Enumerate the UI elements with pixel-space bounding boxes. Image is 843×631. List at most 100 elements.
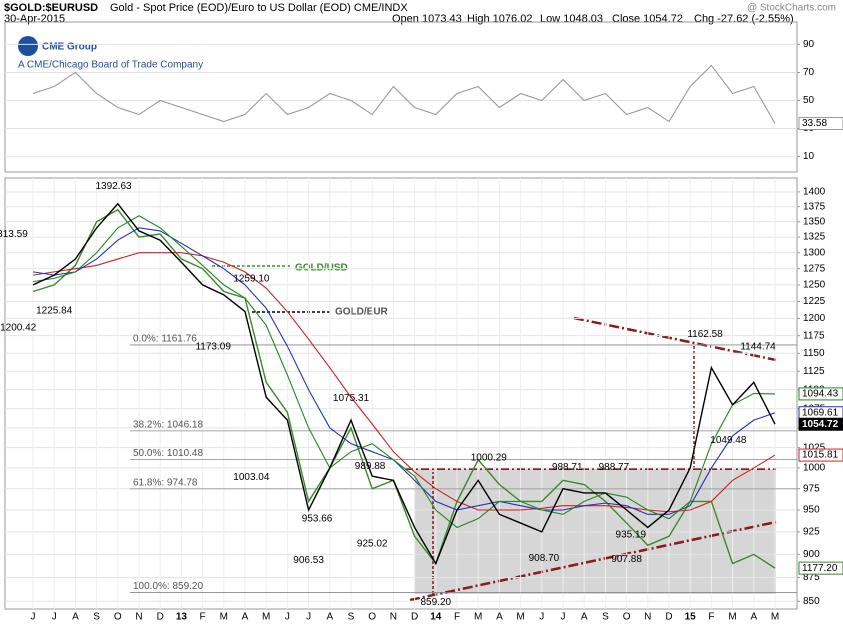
- y-tick-label: 1275: [803, 263, 826, 274]
- credit: @ StockCharts.com: [747, 3, 836, 14]
- y-tick-label: 850: [803, 596, 820, 607]
- low: Low 1048.03: [540, 13, 603, 25]
- x-tick-label: F: [708, 612, 714, 623]
- y-tick-label: 10: [803, 151, 815, 162]
- annotation: 1000.29: [471, 452, 508, 463]
- x-tick-label: A: [72, 612, 79, 623]
- y-tick-label: 1150: [803, 348, 825, 359]
- x-tick-label: J: [285, 612, 290, 623]
- annotation: 1173.09: [195, 342, 231, 353]
- price-tag: [798, 417, 843, 431]
- x-tick-label: O: [114, 612, 122, 623]
- x-tick-label: A: [581, 612, 588, 623]
- price-panel: [4, 177, 798, 610]
- y-tick-label: 900: [803, 549, 820, 560]
- x-tick-label: J: [561, 612, 566, 623]
- logo-subtext: A CME/Chicago Board of Trade Company: [18, 60, 203, 71]
- y-tick-label: 875: [803, 572, 820, 583]
- x-tick-label: O: [368, 612, 376, 623]
- x-tick-label: D: [411, 612, 418, 623]
- y-tick-label: 1200: [803, 313, 826, 324]
- x-tick-label: F: [454, 612, 460, 623]
- x-tick-label: N: [135, 612, 142, 623]
- y-tick-label: 1325: [803, 232, 826, 243]
- x-tick-label: S: [93, 612, 100, 623]
- x-tick-label: D: [665, 612, 672, 623]
- annotation: 988.71: [552, 462, 583, 473]
- x-tick-label: J: [539, 612, 544, 623]
- logo: CME Group A CME/Chicago Board of Trade C…: [18, 36, 203, 71]
- x-tick-label: J: [31, 612, 36, 623]
- y-tick-label: 925: [803, 527, 820, 538]
- annotation: 1200.42: [0, 323, 37, 334]
- x-tick-label: D: [157, 612, 164, 623]
- x-tick-label: F: [200, 612, 206, 623]
- fib-label: 50.0%: 1010.48: [133, 448, 203, 459]
- x-tick-label: M: [262, 612, 270, 623]
- y-tick-label: 1225: [803, 296, 826, 307]
- callout: GOLD/USD: [295, 263, 348, 274]
- x-tick-label: M: [771, 612, 779, 623]
- x-tick-label: N: [644, 612, 651, 623]
- fib-label: 38.2%: 1046.18: [133, 420, 203, 431]
- high: High 1076.02: [467, 13, 532, 25]
- price-tag-label: 1015.81: [802, 450, 839, 461]
- annotation: 925.02: [357, 539, 388, 550]
- x-tick-label: 14: [430, 612, 442, 623]
- price-line: [32, 64, 776, 124]
- annotation: 908.70: [529, 553, 560, 564]
- annotation: 907.88: [611, 554, 642, 565]
- y-tick-label: 1250: [803, 280, 826, 291]
- x-tick-label: 15: [685, 612, 697, 623]
- y-tick-label: 70: [803, 67, 815, 78]
- fib-label: 100.0%: 859.20: [133, 581, 203, 592]
- y-tick-label: 1000: [803, 463, 826, 474]
- annotation: 989.88: [355, 461, 386, 472]
- price-tag-label: 33.58: [802, 118, 827, 129]
- price-tag: [798, 448, 843, 462]
- annotation: 1003.04: [233, 472, 270, 483]
- price-line: [32, 252, 776, 513]
- x-tick-label: J: [306, 612, 311, 623]
- price-tag: [798, 561, 843, 575]
- annotation: 1075.31: [333, 393, 370, 404]
- open: Open 1073.43: [392, 13, 462, 25]
- price-tag: [798, 117, 843, 131]
- y-tick-label: 1400: [803, 187, 826, 198]
- price-line: [32, 208, 776, 569]
- x-tick-label: M: [220, 612, 228, 623]
- change: Chg -27.62 (-2.55%): [694, 13, 794, 25]
- price-tag-label: 1069.61: [802, 407, 839, 418]
- annotation: 1392.63: [95, 181, 132, 192]
- y-tick-label: 90: [803, 39, 815, 50]
- date: 30-Apr-2015: [4, 13, 65, 25]
- logo-text: CME Group: [42, 42, 97, 53]
- annotation: 859.20: [421, 597, 452, 608]
- y-tick-label: 1375: [803, 201, 826, 212]
- x-tick-label: N: [390, 612, 397, 623]
- x-tick-label: S: [348, 612, 355, 623]
- annotation: 1162.58: [687, 329, 723, 340]
- x-tick-label: M: [474, 612, 482, 623]
- x-tick-label: A: [326, 612, 333, 623]
- fib-label: 0.0%: 1161.76: [133, 334, 197, 345]
- annotation: 1144.74: [740, 342, 776, 353]
- x-tick-label: O: [623, 612, 631, 623]
- close: Close 1054.72: [612, 13, 683, 25]
- y-tick-label: 950: [803, 505, 820, 516]
- price-tag-label: 1054.72: [802, 419, 839, 430]
- x-tick-label: A: [496, 612, 503, 623]
- symbol: $GOLD:$EURUSD: [4, 2, 98, 14]
- y-tick-label: 1125: [803, 366, 825, 377]
- y-tick-label: 1025: [803, 442, 826, 453]
- y-tick-label: 1300: [803, 247, 826, 258]
- price-line: [32, 227, 776, 515]
- annotation: 935.19: [616, 530, 647, 541]
- x-tick-label: 13: [176, 612, 188, 623]
- description: Gold - Spot Price (EOD)/Euro to US Dolla…: [110, 2, 408, 14]
- rsi-panel: [4, 21, 798, 173]
- annotation: 906.53: [293, 555, 324, 566]
- price-line: [32, 215, 776, 529]
- annotation: 953.66: [302, 513, 333, 524]
